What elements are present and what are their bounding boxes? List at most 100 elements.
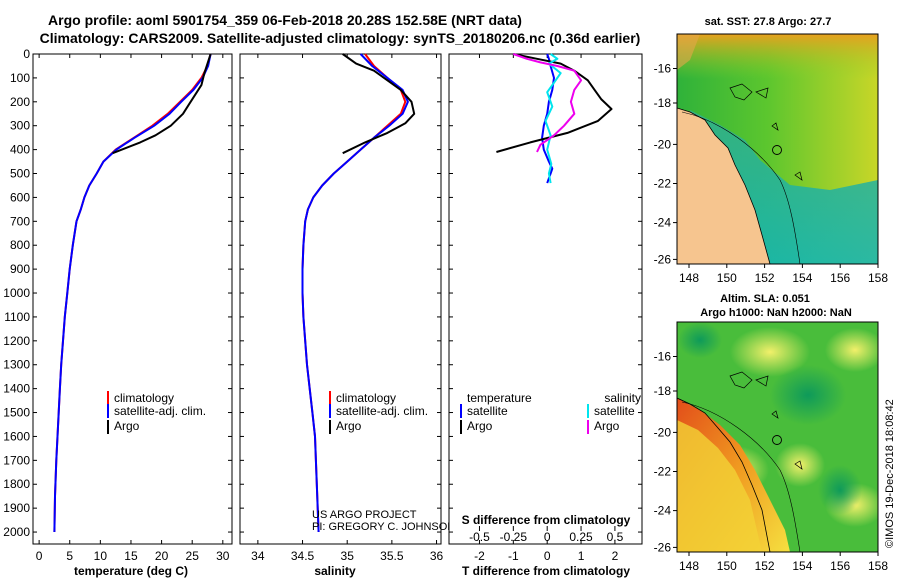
series-line-t-argo <box>496 53 613 153</box>
legend-t-argo-label: Argo <box>467 419 493 433</box>
salinity-x-label: salinity <box>314 564 356 578</box>
depth-tick-label: 1700 <box>3 453 30 467</box>
s-tick-label: -0.5 <box>469 530 490 544</box>
sla-map-image <box>677 322 878 552</box>
s-tick-label: -0.25 <box>500 530 528 544</box>
difference-depth-ticks <box>449 53 642 533</box>
legend-argo-label: Argo <box>114 419 140 433</box>
legend-climatology-label: climatology <box>336 391 396 405</box>
x-tick-label: 35.5 <box>380 549 404 563</box>
lat-tick-label: -26 <box>654 252 672 266</box>
s-tick-label: 0.5 <box>607 530 624 544</box>
depth-tick-label: 0 <box>23 47 30 61</box>
series-line-satellite-adj-clim- <box>301 53 409 533</box>
legend-satellite-label: satellite-adj. clim. <box>336 404 428 418</box>
salinity-legend: climatology satellite-adj. clim. Argo <box>329 391 428 434</box>
sla-map-title: Altim. SLA: 0.051 <box>720 293 810 305</box>
difference-legend: temperature salinity satellite Argo sate… <box>460 391 641 434</box>
sst-map: sat. SST: 27.8 Argo: 27.7 -16 -18 -20 -22 -2… <box>654 16 889 285</box>
lat-tick-label: -16 <box>654 350 672 364</box>
lon-tick-label: 152 <box>755 271 775 285</box>
depth-tick-label: 1600 <box>3 429 30 443</box>
s-tick-label: 0 <box>544 530 551 544</box>
lat-tick-label: -22 <box>654 465 672 479</box>
x-tick-label: 36 <box>430 549 444 563</box>
temperature-profile-lines <box>53 53 212 533</box>
depth-tick-label: 1800 <box>3 477 30 491</box>
legend-argo-label: Argo <box>336 419 362 433</box>
lat-tick-label: -16 <box>654 62 672 76</box>
depth-tick-label: 200 <box>10 95 30 109</box>
x-tick-label: 30 <box>216 549 230 563</box>
lat-tick-label: -18 <box>654 384 672 398</box>
lat-tick-label: -22 <box>654 177 672 191</box>
lon-tick-label: 152 <box>755 559 775 573</box>
lat-tick-label: -18 <box>654 96 672 110</box>
x-tick-label: 0 <box>36 549 43 563</box>
lon-tick-label: 154 <box>792 559 812 573</box>
lon-tick-label: 148 <box>679 559 699 573</box>
salinity-plot-frame <box>239 53 442 545</box>
sst-map-frame <box>676 33 879 265</box>
x-tick-label: -2 <box>474 549 485 563</box>
depth-tick-label: 1400 <box>3 382 30 396</box>
depth-tick-label: 800 <box>10 238 30 252</box>
series-line-t-satellite <box>541 53 555 184</box>
difference-panel: -2 -1 0 1 2 -0.5 -0.25 0 0.25 0.5 T difference fr… <box>448 53 643 578</box>
depth-axis: 0 100 200 300 400 500 600 700 800 900 1000 1100 1200… <box>3 47 232 539</box>
x-tick-label: 0 <box>544 549 551 563</box>
temperature-panel: 0100200300400500600700800900100011001200… <box>3 47 233 578</box>
depth-tick-label: 100 <box>10 71 30 85</box>
lon-tick-label: 156 <box>830 559 850 573</box>
x-tick-label: 34.5 <box>291 549 315 563</box>
sst-map-image <box>677 34 878 264</box>
x-tick-label: 5 <box>66 549 73 563</box>
t-difference-x-label: T difference from climatology <box>462 564 630 578</box>
temperature-x-axis: 0 5 10 15 20 25 30 <box>36 54 230 563</box>
difference-profile-lines <box>496 53 613 184</box>
depth-tick-label: 1500 <box>3 406 30 420</box>
lon-tick-label: 150 <box>717 271 737 285</box>
sla-map-frame <box>676 321 879 553</box>
legend-s-argo-label: Argo <box>594 419 620 433</box>
x-tick-label: 2 <box>612 549 619 563</box>
difference-x-axes: -2 -1 0 1 2 -0.5 -0.25 0 0.25 0.5 <box>469 54 624 563</box>
salinity-profile-lines <box>301 53 416 533</box>
difference-plot-frame <box>448 53 643 545</box>
lon-tick-label: 156 <box>830 271 850 285</box>
x-tick-label: 34 <box>251 549 265 563</box>
temperature-plot-frame <box>32 53 233 545</box>
s-difference-x-label: S difference from climatology <box>462 513 631 527</box>
lat-tick-label: -20 <box>654 425 672 439</box>
depth-tick-label: 500 <box>10 167 30 181</box>
imos-credit: ©IMOS 19-Dec-2018 18:08:42 <box>884 399 896 548</box>
depth-tick-label: 1000 <box>3 286 30 300</box>
lon-tick-label: 154 <box>792 271 812 285</box>
project-credit: US ARGO PROJECT <box>312 509 417 521</box>
depth-tick-label: 1200 <box>3 334 30 348</box>
series-line-s-argo <box>512 53 583 153</box>
depth-tick-label: 900 <box>10 262 30 276</box>
lon-tick-label: 150 <box>717 559 737 573</box>
x-tick-label: 10 <box>94 549 108 563</box>
salinity-panel: 34 34.5 35 35.5 36 salinity climatology sate… <box>239 53 455 578</box>
legend-temperature-header: temperature <box>467 391 532 405</box>
depth-tick-label: 1100 <box>4 310 30 324</box>
salinity-depth-ticks <box>240 53 441 533</box>
series-line-argo <box>112 53 212 155</box>
depth-tick-label: 300 <box>10 119 30 133</box>
depth-tick-label: 700 <box>10 214 30 228</box>
series-line-satellite-adj-clim- <box>53 53 212 533</box>
depth-tick-label: 600 <box>10 190 30 204</box>
lat-tick-label: -26 <box>654 540 672 554</box>
figure-title-line1: Argo profile: aoml 5901754_359 06-Feb-20… <box>48 12 522 28</box>
legend-t-satellite-label: satellite <box>467 404 508 418</box>
lon-tick-label: 158 <box>868 271 888 285</box>
s-tick-label: 0.25 <box>569 530 593 544</box>
sst-map-title: sat. SST: 27.8 Argo: 27.7 <box>705 16 832 28</box>
lat-tick-label: -24 <box>654 504 672 518</box>
sla-map-subtitle: Argo h1000: NaN h2000: NaN <box>700 307 852 319</box>
depth-tick-label: 1900 <box>3 501 30 515</box>
pi-credit: PI: GREGORY C. JOHNSON <box>312 521 455 533</box>
